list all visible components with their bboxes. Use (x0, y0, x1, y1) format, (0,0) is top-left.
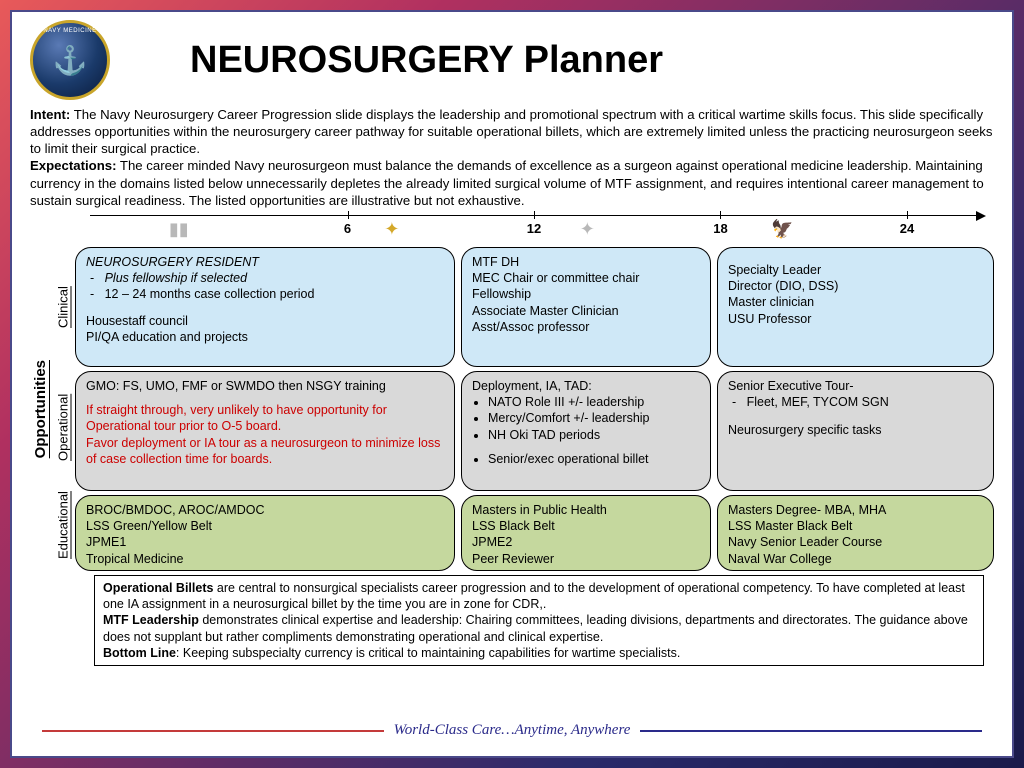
description-block: Intent: The Navy Neurosurgery Career Pro… (30, 106, 994, 209)
edu-cell-3: Masters Degree- MBA, MHA LSS Master Blac… (717, 495, 994, 571)
opportunities-label: Opportunities (30, 360, 51, 458)
clinical-c1-l2: PI/QA education and projects (86, 329, 444, 345)
timeline-tick-label: 12 (527, 221, 541, 236)
timeline-tick (348, 211, 349, 219)
bl-label: Bottom Line (103, 646, 176, 660)
row-labels: Clinical Operational Educational (51, 247, 75, 571)
page-title: NEUROSURGERY Planner (190, 39, 663, 82)
outer-frame: NEUROSURGERY Planner Intent: The Navy Ne… (0, 0, 1024, 768)
slide: NEUROSURGERY Planner Intent: The Navy Ne… (10, 10, 1014, 758)
clinical-cell-1: NEUROSURGERY RESIDENT - Plus fellowship … (75, 247, 455, 367)
expectations-label: Expectations: (30, 158, 116, 173)
op-c3-b1: Fleet, MEF, TYCOM SGN (747, 395, 889, 409)
rank-icon: ✦ (377, 219, 407, 241)
op-c3-head: Senior Executive Tour- (728, 378, 983, 394)
row-educational: BROC/BMDOC, AROC/AMDOC LSS Green/Yellow … (75, 495, 994, 571)
timeline-tick-label: 24 (900, 221, 914, 236)
op-c1-warning: If straight through, very unlikely to ha… (86, 402, 444, 467)
mtf-text: demonstrates clinical expertise and lead… (103, 613, 968, 643)
bl-text: : Keeping subspecialty currency is criti… (176, 646, 680, 660)
ob-text: are central to nonsurgical specialists c… (103, 581, 965, 611)
bottom-notes: Operational Billets are central to nonsu… (94, 575, 984, 666)
mtf-label: MTF Leadership (103, 613, 199, 627)
op-c2-b3: NH Oki TAD periods (488, 427, 700, 443)
op-c2-b4: Senior/exec operational billet (488, 451, 700, 467)
timeline-tick-label: 18 (713, 221, 727, 236)
navy-medicine-logo (30, 20, 110, 100)
intent-text: The Navy Neurosurgery Career Progression… (30, 107, 992, 156)
operational-cell-3: Senior Executive Tour- - Fleet, MEF, TYC… (717, 371, 994, 491)
operational-cell-2: Deployment, IA, TAD: NATO Role III +/- l… (461, 371, 711, 491)
timeline-tick-label: 6 (344, 221, 351, 236)
rank-icon: 🦅 (768, 219, 798, 241)
clinical-cell-3: Specialty Leader Director (DIO, DSS) Mas… (717, 247, 994, 367)
edu-cell-1: BROC/BMDOC, AROC/AMDOC LSS Green/Yellow … (75, 495, 455, 571)
clinical-c1-title: NEUROSURGERY RESIDENT (86, 255, 259, 269)
op-c2-b2: Mercy/Comfort +/- leadership (488, 410, 700, 426)
timeline-tick (907, 211, 908, 219)
op-c1-l1: GMO: FS, UMO, FMF or SWMDO then NSGY tra… (86, 378, 444, 394)
timeline: 6 12 18 24 ▮▮ ✦ ✦ 🦅 (30, 211, 994, 243)
op-c3-l2: Neurosurgery specific tasks (728, 422, 983, 438)
clinical-c1-l1: Housestaff council (86, 313, 444, 329)
edu-cell-2: Masters in Public Health LSS Black Belt … (461, 495, 711, 571)
timeline-axis (90, 215, 984, 216)
ob-label: Operational Billets (103, 581, 213, 595)
header: NEUROSURGERY Planner (30, 20, 994, 100)
clinical-cell-2: MTF DH MEC Chair or committee chair Fell… (461, 247, 711, 367)
operational-cell-1: GMO: FS, UMO, FMF or SWMDO then NSGY tra… (75, 371, 455, 491)
footer-text: World-Class Care…Anytime, Anywhere (384, 722, 641, 739)
row-clinical: NEUROSURGERY RESIDENT - Plus fellowship … (75, 247, 994, 367)
row-label-operational: Operational (51, 367, 75, 487)
clinical-c1-b1: Plus fellowship if selected (105, 271, 247, 285)
expectations-text: The career minded Navy neurosurgeon must… (30, 158, 984, 207)
timeline-tick (534, 211, 535, 219)
rank-icon: ✦ (572, 219, 602, 241)
timeline-tick (720, 211, 721, 219)
footer: World-Class Care…Anytime, Anywhere (12, 730, 1012, 750)
opportunities-grid: Opportunities Clinical Operational Educa… (30, 247, 994, 571)
row-label-clinical: Clinical (51, 247, 75, 367)
op-c2-b1: NATO Role III +/- leadership (488, 394, 700, 410)
op-c2-head: Deployment, IA, TAD: (472, 378, 700, 394)
clinical-c1-b2: 12 – 24 months case collection period (105, 287, 315, 301)
rank-icon: ▮▮ (164, 219, 194, 241)
intent-label: Intent: (30, 107, 70, 122)
row-operational: GMO: FS, UMO, FMF or SWMDO then NSGY tra… (75, 371, 994, 491)
row-label-educational: Educational (51, 487, 75, 563)
